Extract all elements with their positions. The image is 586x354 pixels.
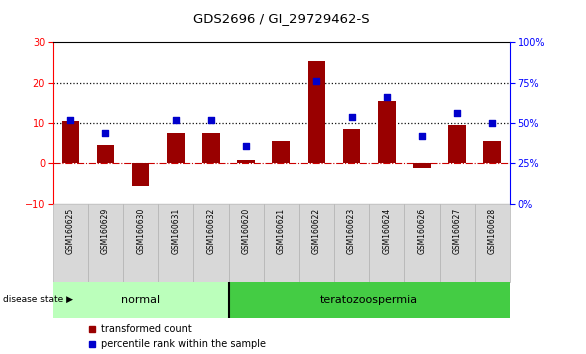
Point	[347, 114, 356, 119]
Text: disease state ▶: disease state ▶	[3, 295, 73, 304]
Bar	[53, 282, 229, 318]
Bar	[237, 160, 255, 163]
Text: GSM160620: GSM160620	[241, 207, 251, 254]
FancyBboxPatch shape	[299, 204, 334, 282]
FancyBboxPatch shape	[369, 204, 404, 282]
Text: GSM160630: GSM160630	[136, 207, 145, 254]
Point	[206, 117, 216, 123]
Text: GDS2696 / GI_29729462-S: GDS2696 / GI_29729462-S	[193, 12, 370, 25]
Bar	[202, 133, 220, 163]
Text: normal: normal	[121, 295, 160, 306]
Point	[101, 130, 110, 136]
Text: GSM160622: GSM160622	[312, 207, 321, 254]
Bar	[62, 121, 79, 163]
Bar	[132, 163, 149, 185]
FancyBboxPatch shape	[53, 204, 88, 282]
Point	[241, 143, 251, 148]
Legend: transformed count, percentile rank within the sample: transformed count, percentile rank withi…	[85, 320, 270, 353]
Text: GSM160628: GSM160628	[488, 207, 497, 254]
FancyBboxPatch shape	[440, 204, 475, 282]
Bar	[167, 133, 185, 163]
FancyBboxPatch shape	[123, 204, 158, 282]
Point	[171, 117, 180, 123]
Point	[66, 117, 75, 123]
FancyBboxPatch shape	[229, 204, 264, 282]
Bar	[229, 282, 510, 318]
Text: GSM160629: GSM160629	[101, 207, 110, 254]
Bar	[378, 101, 396, 163]
Text: GSM160626: GSM160626	[417, 207, 427, 254]
Bar	[413, 163, 431, 168]
Text: GSM160632: GSM160632	[206, 207, 216, 254]
FancyBboxPatch shape	[158, 204, 193, 282]
Bar	[97, 145, 114, 163]
FancyBboxPatch shape	[334, 204, 369, 282]
Point	[488, 120, 497, 126]
Bar	[483, 141, 501, 163]
Text: GSM160625: GSM160625	[66, 207, 75, 254]
FancyBboxPatch shape	[264, 204, 299, 282]
FancyBboxPatch shape	[88, 204, 123, 282]
FancyBboxPatch shape	[193, 204, 229, 282]
Text: GSM160623: GSM160623	[347, 207, 356, 254]
Bar	[343, 129, 360, 163]
FancyBboxPatch shape	[475, 204, 510, 282]
Point	[452, 110, 462, 116]
Text: GSM160621: GSM160621	[277, 207, 286, 254]
Text: GSM160624: GSM160624	[382, 207, 391, 254]
Point	[312, 78, 321, 84]
Point	[382, 95, 391, 100]
Text: teratozoospermia: teratozoospermia	[320, 295, 418, 306]
Text: GSM160631: GSM160631	[171, 207, 180, 254]
FancyBboxPatch shape	[404, 204, 440, 282]
Bar	[308, 61, 325, 163]
Point	[417, 133, 427, 139]
Text: GSM160627: GSM160627	[452, 207, 462, 254]
Bar	[448, 125, 466, 163]
Bar	[272, 141, 290, 163]
